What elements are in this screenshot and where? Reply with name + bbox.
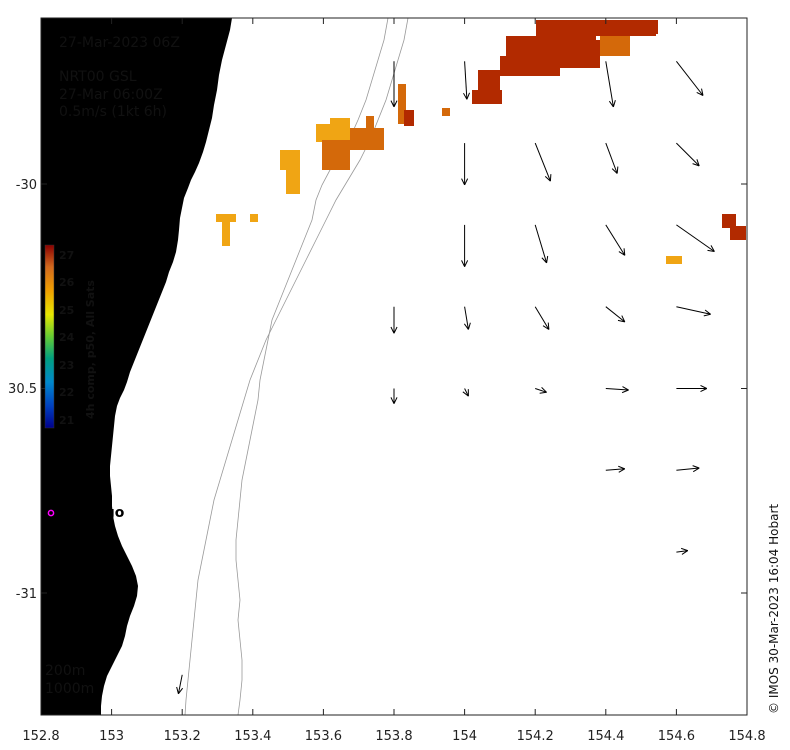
colorbar-tick: 22 (59, 386, 74, 399)
colorbar-tick: 26 (59, 276, 75, 289)
x-tick-label: 153 (99, 729, 124, 744)
x-tick-label: 153.2 (164, 729, 201, 744)
sst-pixel-block (560, 40, 600, 68)
sst-pixel-block (620, 20, 658, 34)
colorbar-tick: 24 (59, 331, 75, 344)
current-vector (676, 306, 711, 317)
sst-pixel-block (322, 140, 350, 170)
current-vector (676, 142, 700, 167)
current-vector (462, 388, 469, 397)
sst-pixel-block (500, 56, 560, 76)
current-vector (676, 385, 708, 392)
argo-label: Argo (87, 505, 125, 521)
current-vector (605, 465, 626, 473)
y-tick-label: -30 (16, 178, 37, 193)
current-vector (463, 61, 471, 100)
colorbar-tick: 25 (59, 304, 74, 317)
colorbar-title: 4h comp, p50, All Sats (84, 280, 97, 419)
current-vector (390, 306, 398, 334)
depth-200-label: 200m (45, 663, 85, 679)
sst-pixel-block (600, 36, 630, 56)
x-tick-label: 154.4 (587, 729, 624, 744)
x-tick-label: 154.2 (517, 729, 554, 744)
sst-pixel-block (404, 110, 414, 126)
colorbar: 27 26 25 24 23 22 21 4h comp, p50, All S… (44, 244, 97, 429)
sst-pixel-block (366, 116, 374, 128)
sst-pixel-block (472, 90, 502, 104)
sst-pixel-block (222, 222, 230, 246)
info-block: 27-Mar-2023 06Z NRT00 GSL 27-Mar 06:00Z … (59, 35, 180, 131)
source-time: 27-Mar 06:00Z (59, 87, 163, 103)
depth-1000-label: 1000m (45, 681, 94, 697)
sst-pixel-block (666, 256, 682, 264)
sst-pixel-block (398, 84, 406, 124)
sst-pixel-block (280, 150, 300, 170)
current-vector (461, 224, 469, 267)
current-vector (535, 387, 547, 394)
y-tick-label: -31 (16, 587, 37, 602)
source-label: NRT00 GSL (59, 69, 137, 85)
current-vector (605, 61, 616, 108)
date-title: 27-Mar-2023 06Z (59, 35, 180, 51)
sst-pixel-block (442, 108, 450, 116)
current-vector (676, 547, 689, 555)
sst-pixel-block (250, 214, 258, 222)
sst-pixel-block (722, 214, 736, 228)
credit-text: © IMOS 30-Mar-2023 16:04 Hobart (767, 504, 781, 714)
x-tick-label: 153.4 (234, 729, 271, 744)
x-tick-label: 152.8 (22, 729, 59, 744)
current-vector (605, 306, 626, 323)
argo-marker: Argo (47, 505, 125, 521)
sst-pixel-block (216, 214, 236, 222)
x-axis-labels: 152.8 153 153.2 153.4 153.6 153.8 154 15… (22, 729, 765, 744)
current-vector (605, 386, 629, 394)
colorbar-tick: 21 (59, 414, 74, 427)
sst-pixels (216, 20, 746, 264)
x-tick-label: 154.8 (728, 729, 765, 744)
x-tick-label: 153.6 (305, 729, 342, 744)
sst-pixel-block (730, 226, 746, 240)
y-tick-label: 30.5 (8, 382, 37, 397)
colorbar-tick: 27 (59, 249, 74, 262)
land-mass (41, 18, 232, 715)
y-axis-labels: -30 30.5 -31 (8, 178, 37, 602)
current-vector (534, 142, 552, 182)
sst-pixel-block (330, 118, 350, 128)
scale-arrow (69, 121, 108, 131)
current-vector (463, 306, 471, 330)
x-tick-label: 154.6 (658, 729, 695, 744)
scale-label: 0.5m/s (1kt 6h) (59, 104, 167, 120)
colorbar-gradient (44, 244, 55, 429)
current-vector (461, 143, 469, 186)
current-vector (176, 674, 184, 695)
current-vector (676, 465, 700, 473)
current-vector (534, 224, 549, 264)
current-vector (390, 61, 398, 108)
x-tick-label: 153.8 (375, 729, 412, 744)
depth-legend: 200m 1000m (45, 663, 94, 697)
current-vector (676, 224, 715, 252)
current-vector (605, 224, 626, 256)
colorbar-tick: 23 (59, 359, 74, 372)
current-vector (390, 388, 398, 404)
current-vector (605, 142, 619, 174)
argo-float-icon (47, 509, 55, 517)
sst-pixel-block (286, 170, 300, 194)
x-tick-label: 154 (452, 729, 477, 744)
current-vectors (176, 60, 715, 695)
sst-pixel-block (350, 128, 384, 150)
sst-pixel-block (316, 124, 350, 142)
current-vector (676, 60, 704, 96)
current-vector (534, 306, 550, 330)
